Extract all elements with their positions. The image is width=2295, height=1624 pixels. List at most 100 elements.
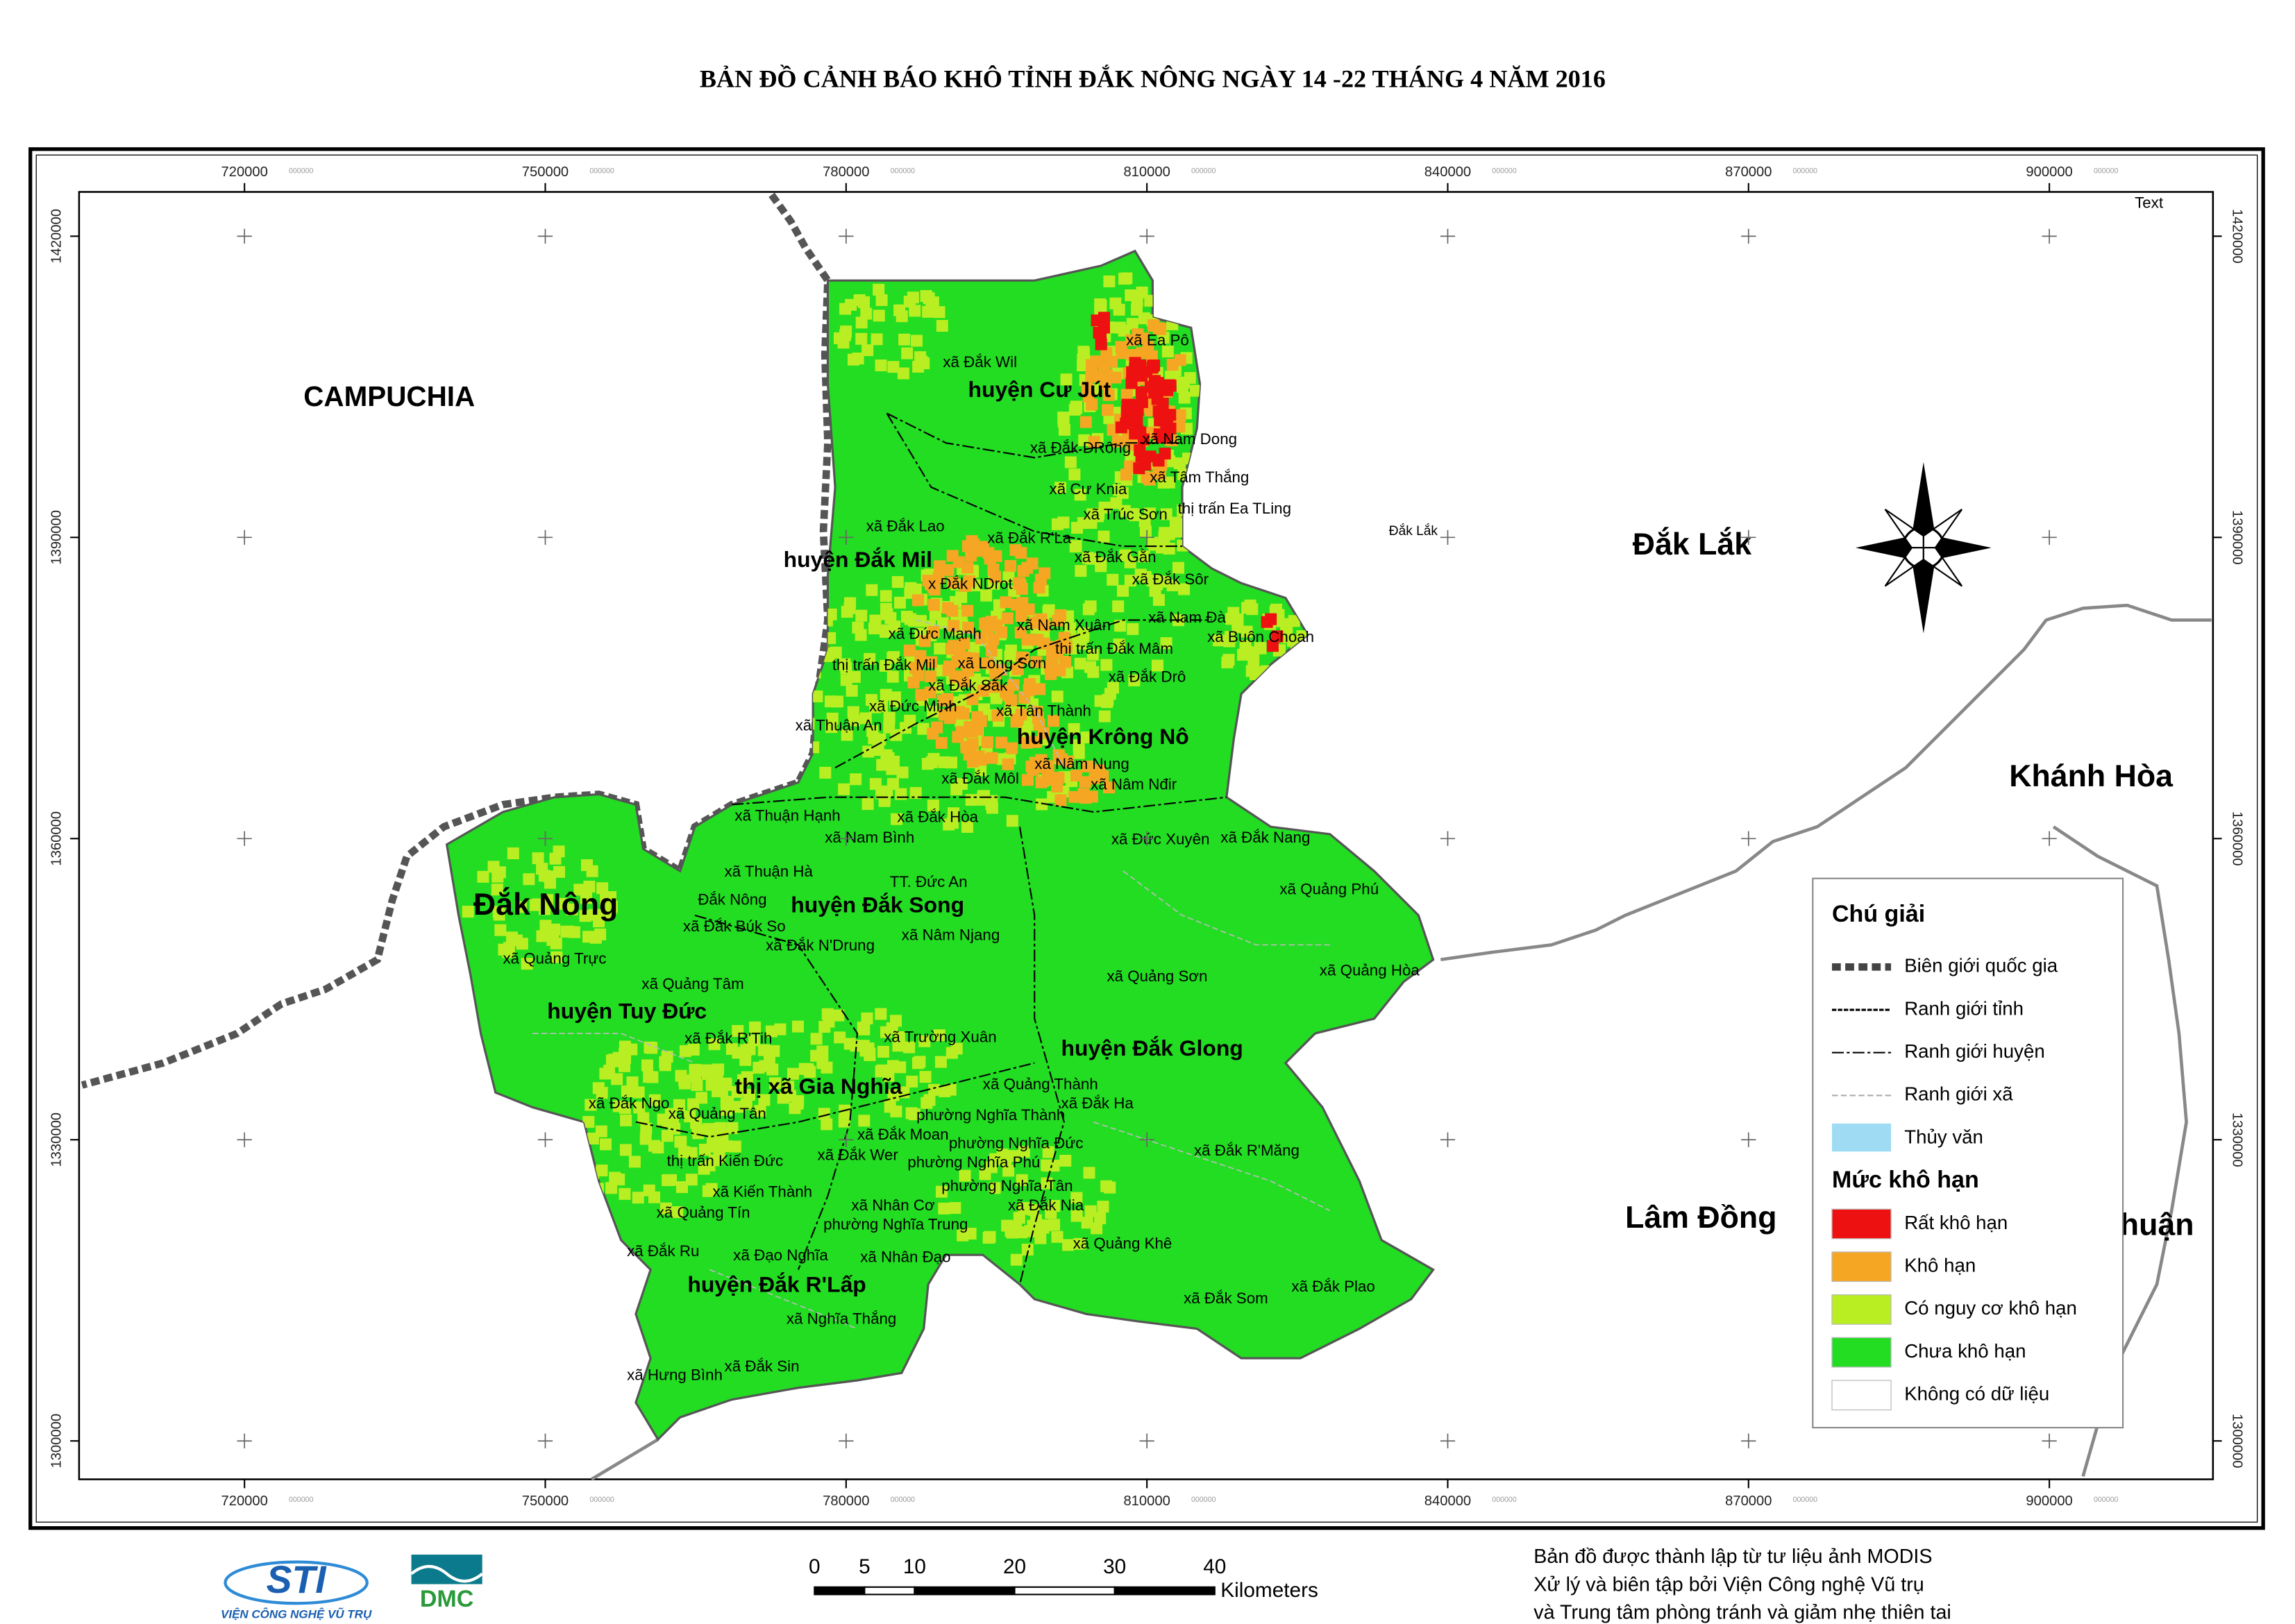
drought-cell [927,727,939,740]
drought-cell [991,709,1004,722]
drought-cell [550,937,562,949]
drought-cell [1002,1165,1015,1177]
drought-cell [819,766,832,779]
drought-cell [1120,468,1132,481]
drought-cell [507,847,519,860]
commune-label: xã Đắk Sôr [1132,570,1209,588]
drought-cell [754,1105,766,1117]
drought-cell [568,926,580,938]
drought-cell [646,1071,659,1083]
drought-cell [1085,552,1098,565]
drought-cell [1068,722,1080,735]
drought-cell [927,599,940,611]
drought-cell [961,540,974,552]
drought-cell [1001,612,1014,625]
drought-cell [1054,482,1066,494]
drought-cell [1014,627,1027,639]
drought-cell [910,335,923,347]
drought-cell [579,910,591,922]
drought-cell [674,1135,687,1148]
commune-label: xã Quảng Hòa [1320,962,1420,979]
drought-cell [1287,634,1300,647]
commune-label: xã Đắk R'Măng [1194,1142,1300,1159]
drought-cell [961,820,973,833]
district-label: thị xã Gia Nghĩa [734,1074,902,1099]
drought-cell [703,1159,716,1172]
drought-cell [841,729,853,741]
drought-cell [1004,644,1017,657]
drought-cell [491,883,503,896]
drought-cell [1090,371,1102,383]
drought-cell [1159,447,1171,460]
legend-label: Ranh giới tỉnh [1904,997,2024,1019]
drought-cell [1062,1239,1075,1251]
drought-cell [872,744,884,756]
drought-cell [1098,710,1111,722]
commune-label: xã Cư Knia [1050,480,1127,498]
drought-cell [832,1009,845,1022]
drought-cell [1265,613,1277,625]
drought-cell [632,1086,645,1099]
commune-label: xã Đắk Sin [725,1357,800,1375]
drought-cell [1113,638,1125,651]
drought-cell [825,608,837,620]
drought-cell [957,1229,969,1242]
drought-cell [1060,641,1073,653]
drought-cell [887,1089,900,1101]
drought-cell [1064,456,1077,468]
grid-cross [1741,530,1756,545]
commune-label: xã Đức Minh [869,697,957,715]
district-label: huyện Đắk Song [791,893,964,917]
drought-cell [492,906,505,918]
logo-ring [224,1560,369,1605]
drought-cell [1004,559,1017,572]
legend-label: Chưa khô hạn [1904,1340,2026,1362]
drought-cell [1010,1220,1023,1233]
commune-label: thị trấn Kiến Đức [667,1152,784,1169]
drought-cell [1070,400,1082,413]
drought-cell [1190,384,1202,397]
drought-cell [648,1094,661,1106]
drought-cell [939,1085,951,1097]
drought-cell [1073,1237,1086,1250]
y-tick-label: 1390000 [2230,510,2245,565]
drought-cell [1091,1222,1103,1235]
drought-cell [741,1071,753,1083]
commune-label: xã Trúc Sơn [1083,505,1167,523]
drought-cell [494,924,507,936]
drought-cell [1037,727,1050,739]
drought-cell [1148,319,1160,332]
drought-cell [927,296,939,309]
drought-cell [924,670,937,683]
drought-cell [660,1202,673,1215]
drought-cell [787,1067,799,1080]
drought-cell [883,711,896,724]
drought-cell [720,1096,732,1108]
inner-frame [35,154,2258,1523]
drought-cell [1006,815,1018,827]
drought-cell [599,1138,612,1151]
drought-cell [1029,1225,1041,1237]
grid-cross [2042,831,2057,846]
commune-label: thị trấn Đắk Mil [832,656,936,673]
drought-cell [864,652,876,665]
compass-point [1923,536,1992,560]
drought-cell [1102,404,1114,416]
drought-cell [1134,426,1147,439]
drought-cell [893,596,906,609]
drought-cell [1266,640,1279,652]
drought-cell [702,1185,714,1197]
drought-cell [884,1101,896,1113]
drought-cell [919,1071,932,1083]
tick-suffix: 000000 [891,167,916,176]
drought-cell [1077,788,1090,800]
drought-cell [1083,1167,1095,1179]
drought-cell [1098,501,1111,514]
region-label: Khánh Hòa [2009,759,2174,793]
drought-cell [687,1098,700,1110]
drought-cell [1163,379,1176,391]
y-tick-label: 1360000 [2230,811,2245,866]
drought-cell [876,759,889,771]
drought-cell [692,1127,705,1140]
